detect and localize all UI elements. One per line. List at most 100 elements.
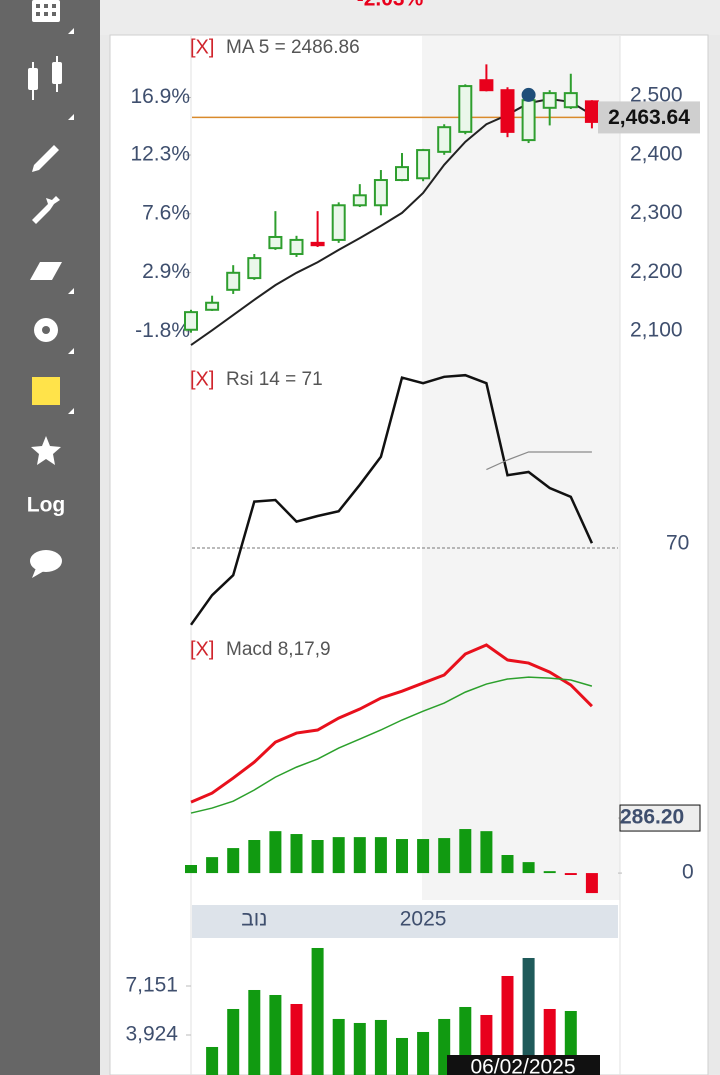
candle-body xyxy=(268,235,283,250)
gear-icon[interactable] xyxy=(34,318,58,342)
histogram-bar xyxy=(438,838,451,874)
histogram-bar xyxy=(353,837,366,874)
volume-bar xyxy=(248,989,261,1075)
toolbar xyxy=(0,0,100,1075)
candle-body xyxy=(184,311,198,331)
candle-body xyxy=(458,85,473,133)
histogram-bar xyxy=(396,839,408,874)
y-tick-label: 3,924 xyxy=(125,1023,178,1046)
y2-tick-label: -1.8% xyxy=(135,319,190,342)
histogram-bar xyxy=(185,865,197,874)
volume-bar xyxy=(290,1003,303,1075)
volume-bar xyxy=(227,1008,240,1075)
calendar-icon[interactable] xyxy=(32,0,60,22)
y2-tick-label: 2.9% xyxy=(142,260,190,283)
candle-body xyxy=(395,166,409,182)
candle-body xyxy=(542,92,557,109)
volume-bar xyxy=(353,1022,366,1075)
indicator-label: Macd 8,17,9 xyxy=(226,639,331,660)
volume-bar xyxy=(311,947,324,1075)
candle-body xyxy=(373,179,388,207)
indicator-label: Rsi 14 = 71 xyxy=(226,369,323,390)
candle-body xyxy=(500,89,515,133)
y2-tick-label: 7.6% xyxy=(142,201,190,224)
note-icon[interactable] xyxy=(32,377,60,405)
candles-icon[interactable] xyxy=(28,56,62,100)
y-tick-label: 2,100 xyxy=(630,318,683,341)
candle-body xyxy=(226,271,241,291)
log-button[interactable]: Log xyxy=(27,494,65,517)
candle-body xyxy=(416,149,431,180)
candle-body xyxy=(584,100,599,123)
indicator-label: MA 5 = 2486.86 xyxy=(226,37,360,58)
histogram-bar xyxy=(332,837,345,874)
histogram-bar xyxy=(564,873,577,875)
star-icon[interactable] xyxy=(31,436,61,465)
volume-bar xyxy=(501,975,514,1075)
candle-body xyxy=(521,99,536,142)
comment-icon[interactable] xyxy=(30,550,62,578)
candle-body xyxy=(331,204,346,241)
eraser-icon[interactable] xyxy=(30,262,62,280)
volume-bar xyxy=(417,1031,430,1075)
y-tick-label: 2,200 xyxy=(630,260,683,283)
period-band xyxy=(422,36,620,900)
cursor-date-box xyxy=(447,1055,600,1075)
candle-body xyxy=(352,194,367,207)
close-button: [X] xyxy=(190,368,214,390)
volume-bar xyxy=(332,1018,345,1075)
cursor-date: 06/02/2025 xyxy=(470,1056,575,1075)
macd-line xyxy=(190,643,593,804)
x-tick-label: 2025 xyxy=(400,908,447,931)
histogram-bar xyxy=(522,862,535,874)
pencil-icon[interactable] xyxy=(32,145,59,172)
histogram-bar xyxy=(248,840,261,874)
histogram-bar xyxy=(459,829,472,874)
date-axis-strip xyxy=(192,905,618,938)
histogram-bar xyxy=(374,837,387,874)
volume-bar xyxy=(269,994,282,1075)
volume-bar xyxy=(374,1019,387,1075)
candle-body xyxy=(247,257,262,280)
close-button: [X] xyxy=(190,36,214,58)
y-tick-label: 2,400 xyxy=(630,142,683,165)
last-price-label: 2,463.64 xyxy=(608,106,690,129)
header-strip xyxy=(100,0,720,35)
candle-body xyxy=(289,238,304,256)
volume-bar xyxy=(396,1037,408,1075)
histogram-bar xyxy=(543,871,556,874)
y-tick-label: 0 xyxy=(682,861,694,884)
change-percent: -2.03% xyxy=(357,0,424,11)
histogram-bar xyxy=(290,834,303,874)
y-tick-label: 70 xyxy=(666,532,689,555)
histogram-bar xyxy=(206,857,219,874)
y-tick-label: 2,500 xyxy=(630,84,683,107)
histogram-bar xyxy=(417,839,430,874)
close-button: [X] xyxy=(190,638,214,660)
volume-bar xyxy=(522,957,535,1075)
volume-bar xyxy=(206,1046,219,1075)
y-tick-label: 7,151 xyxy=(125,974,178,997)
candle-body xyxy=(479,79,494,92)
y-tick-label: 2,300 xyxy=(630,201,683,224)
y-tick-label: 286.20 xyxy=(620,806,684,829)
histogram-bar xyxy=(227,848,240,874)
macd-line xyxy=(190,676,593,814)
value-box xyxy=(619,804,701,832)
wrench-icon[interactable] xyxy=(32,196,60,224)
candle-body xyxy=(310,241,325,247)
histogram-bar xyxy=(311,840,324,874)
rsi-line xyxy=(189,373,594,626)
histogram-bar xyxy=(480,831,493,874)
event-marker xyxy=(521,87,536,102)
candle-body xyxy=(205,301,220,311)
candle-body xyxy=(437,126,452,153)
histogram-bar xyxy=(585,873,598,894)
y2-tick-label: 16.9% xyxy=(130,85,190,108)
toolbar-icons xyxy=(28,0,74,578)
rsi-line xyxy=(486,451,592,471)
last-price-box xyxy=(598,101,700,134)
candle-body xyxy=(563,92,578,109)
